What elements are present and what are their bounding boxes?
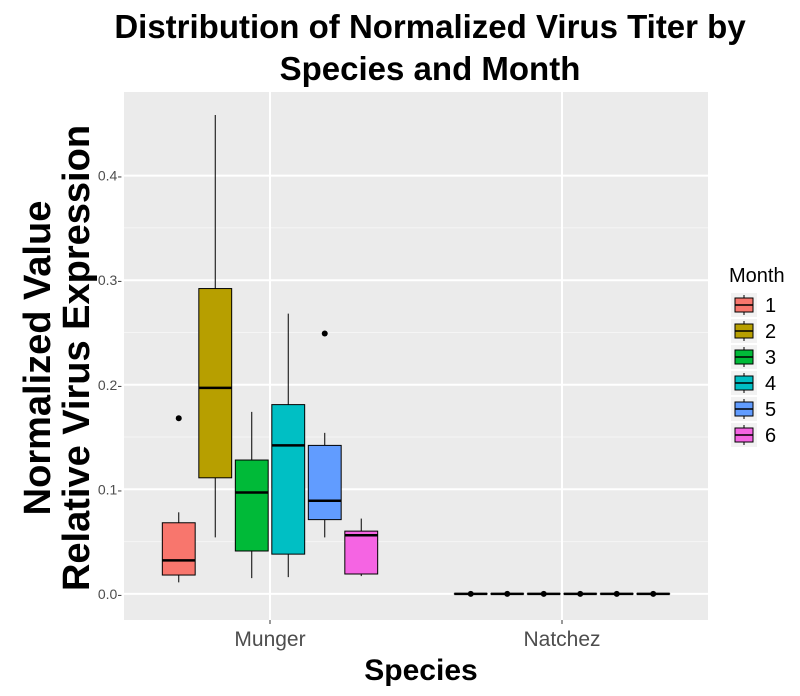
box-outlier bbox=[504, 590, 511, 597]
chart-title-line2: Species and Month bbox=[280, 50, 581, 87]
legend-title: Month bbox=[729, 265, 785, 287]
box-month-6-natchez bbox=[636, 590, 671, 597]
legend-item-month-1: 1 bbox=[731, 293, 776, 317]
y-tick-label: 0.3- bbox=[98, 272, 122, 288]
legend-item-month-6: 6 bbox=[731, 423, 776, 447]
legend-label: 6 bbox=[765, 425, 776, 447]
chart-title-line1: Distribution of Normalized Virus Titer b… bbox=[114, 8, 746, 45]
y-tick-label: 0.0- bbox=[98, 586, 122, 602]
legend: 1 2 3 4 5 6 bbox=[731, 293, 776, 447]
legend-item-month-5: 5 bbox=[731, 397, 776, 421]
box-iqr bbox=[344, 530, 379, 575]
x-axis-title: Species bbox=[364, 654, 477, 687]
legend-label: 3 bbox=[765, 347, 776, 369]
box-outlier bbox=[467, 590, 474, 597]
box-iqr bbox=[271, 404, 306, 555]
legend-item-month-4: 4 bbox=[731, 371, 776, 395]
y-axis-ticks: 0.0- 0.1- 0.2- 0.3- 0.4- bbox=[98, 168, 122, 602]
legend-item-month-2: 2 bbox=[731, 319, 776, 343]
box-month-5-munger bbox=[307, 330, 342, 538]
box-outlier bbox=[540, 590, 547, 597]
y-tick-label: 0.1- bbox=[98, 481, 122, 497]
box-outlier bbox=[577, 590, 584, 597]
box-month-3-munger bbox=[234, 411, 269, 579]
box-iqr bbox=[307, 444, 342, 521]
box-iqr bbox=[234, 459, 269, 552]
x-axis-ticks: Munger Natchez bbox=[234, 620, 601, 651]
box-month-4-munger bbox=[271, 313, 306, 578]
box-month-2-natchez bbox=[490, 590, 525, 597]
box-month-5-natchez bbox=[599, 590, 634, 597]
y-tick-label: 0.2- bbox=[98, 377, 122, 393]
box-month-4-natchez bbox=[563, 590, 598, 597]
box-month-2-munger bbox=[198, 115, 233, 538]
legend-label: 4 bbox=[765, 373, 776, 395]
box-layer bbox=[161, 115, 671, 597]
x-tick-label: Munger bbox=[234, 628, 305, 651]
y-axis-title-line1: Normalized Value bbox=[17, 201, 59, 516]
box-outlier bbox=[321, 330, 328, 337]
box-month-3-natchez bbox=[526, 590, 561, 597]
legend-item-month-3: 3 bbox=[731, 345, 776, 369]
y-tick-label: 0.4- bbox=[98, 168, 122, 184]
box-outlier bbox=[650, 590, 657, 597]
legend-label: 2 bbox=[765, 321, 776, 343]
box-iqr bbox=[198, 288, 233, 479]
box-month-6-munger bbox=[344, 518, 379, 577]
y-axis-title-line2: Relative Virus Expression bbox=[56, 125, 98, 591]
box-iqr bbox=[161, 522, 196, 576]
legend-label: 5 bbox=[765, 399, 776, 421]
legend-label: 1 bbox=[765, 295, 776, 317]
box-month-1-munger bbox=[161, 415, 196, 583]
box-month-1-natchez bbox=[453, 590, 488, 597]
x-tick-label: Natchez bbox=[523, 628, 600, 651]
box-outlier bbox=[175, 415, 182, 422]
box-outlier bbox=[613, 590, 620, 597]
